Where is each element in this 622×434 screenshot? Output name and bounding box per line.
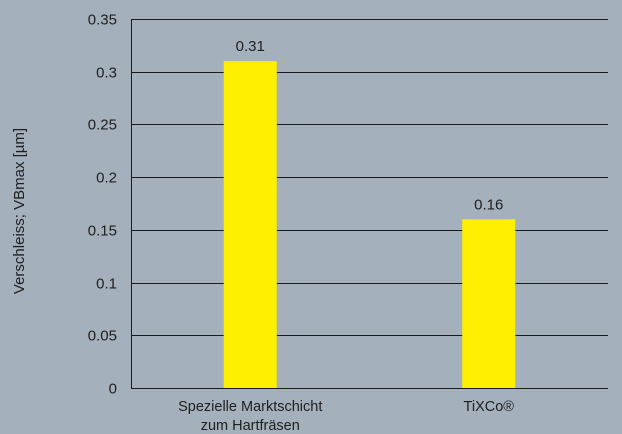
category-label-line: TiXCo® [464, 399, 515, 415]
data-label: 0.16 [474, 196, 503, 213]
y-tick-label: 0.05 [88, 328, 117, 345]
y-tick-label: 0.35 [88, 12, 117, 29]
category-label: TiXCo® [464, 399, 515, 415]
bar [223, 61, 277, 389]
bars [223, 61, 516, 389]
bar [462, 219, 516, 388]
y-tick-label: 0.1 [96, 276, 117, 293]
gridlines [131, 19, 608, 389]
y-tick-label: 0.25 [88, 117, 117, 134]
category-label-line: Spezielle Marktschicht [178, 399, 322, 415]
data-labels: 0.31 0.16 [236, 38, 504, 213]
y-tick-label: 0 [109, 381, 117, 398]
category-label: Spezielle Marktschicht zum Hartfräsen [178, 399, 322, 434]
data-label: 0.31 [236, 38, 265, 55]
y-tick-label: 0.2 [96, 170, 117, 187]
y-axis-title: Verschleiss; VBmax [µm] [11, 128, 28, 294]
category-label-line: zum Hartfräsen [201, 418, 300, 434]
y-tick-label: 0.3 [96, 65, 117, 82]
y-tick-labels: 0 0.05 0.1 0.15 0.2 0.25 0.3 0.35 [88, 12, 117, 398]
category-labels: Spezielle Marktschicht zum Hartfräsen TiXC… [178, 399, 514, 434]
y-tick-label: 0.15 [88, 223, 117, 240]
